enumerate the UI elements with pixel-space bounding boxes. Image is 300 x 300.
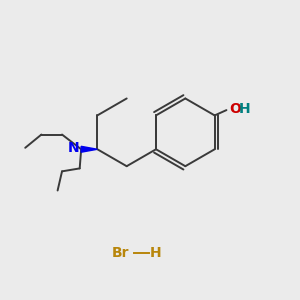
Text: Br: Br	[112, 246, 129, 260]
Text: O: O	[230, 102, 241, 116]
Text: H: H	[239, 102, 251, 116]
Polygon shape	[81, 146, 98, 152]
Text: H: H	[150, 246, 162, 260]
Text: N: N	[68, 141, 80, 155]
